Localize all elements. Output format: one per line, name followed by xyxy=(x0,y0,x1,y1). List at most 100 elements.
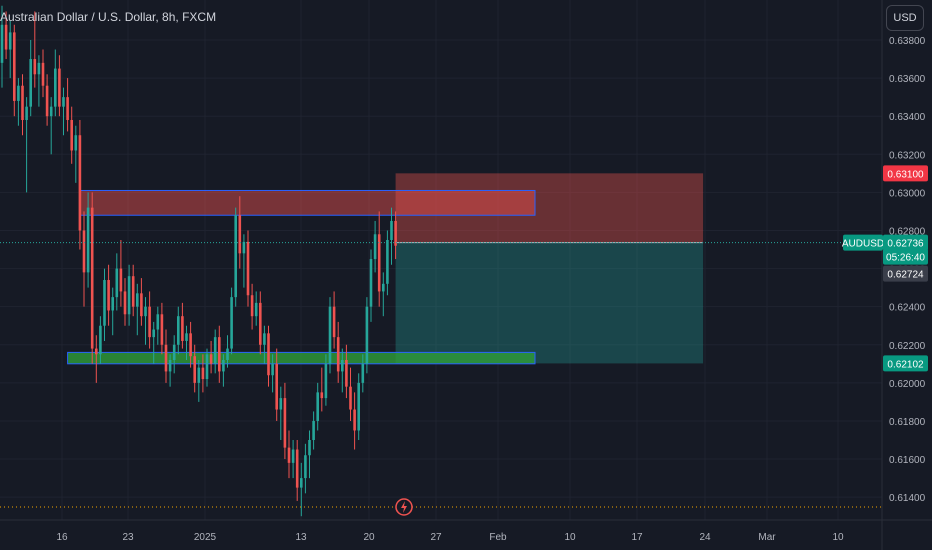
candle-body xyxy=(156,314,160,330)
candle-body xyxy=(201,367,205,380)
candle-body xyxy=(316,392,319,421)
y-tick-label: 0.63400 xyxy=(889,112,926,123)
stop-price-label-text: 0.63100 xyxy=(887,169,924,180)
y-tick-label: 0.61800 xyxy=(889,417,926,428)
candle-body xyxy=(74,135,78,151)
candle-body xyxy=(341,360,344,372)
candle-body xyxy=(349,386,352,410)
resistance-zone xyxy=(79,189,536,216)
candle-body xyxy=(332,306,336,338)
y-tick-label: 0.63200 xyxy=(889,150,926,161)
candle-body xyxy=(382,283,385,292)
candle-body xyxy=(164,344,168,372)
candle-body xyxy=(152,329,155,338)
candle-body xyxy=(82,230,86,273)
candle-body xyxy=(357,382,360,431)
x-tick-label: 23 xyxy=(122,532,134,543)
candle-body xyxy=(254,302,258,317)
chart-title: Australian Dollar / U.S. Dollar, 8h, FXC… xyxy=(0,10,217,24)
candle-body xyxy=(234,215,237,298)
candle-body xyxy=(66,97,69,120)
countdown-label-text: 05:26:40 xyxy=(886,253,925,264)
candle-body xyxy=(58,68,61,107)
symbol-label: AUDUSD xyxy=(842,234,884,251)
candle-body xyxy=(267,333,270,376)
stop-price-label: 0.63100 xyxy=(883,165,928,182)
candle-body xyxy=(304,455,307,479)
candle-body xyxy=(193,356,196,383)
candle-body xyxy=(324,363,328,399)
candle-body xyxy=(291,449,295,463)
x-tick-label: 2025 xyxy=(194,532,217,543)
candle-body xyxy=(320,392,324,399)
candle-body xyxy=(242,241,246,254)
candle-body xyxy=(295,449,299,488)
candle-body xyxy=(390,220,393,240)
current-price-label: 0.62736 xyxy=(883,234,928,251)
candle-body xyxy=(17,85,20,101)
candle-body xyxy=(246,241,250,296)
x-tick-label: 24 xyxy=(699,532,711,543)
candle-body xyxy=(4,24,8,50)
x-tick-label: 10 xyxy=(832,532,844,543)
candle-body xyxy=(271,363,274,376)
candle-body xyxy=(123,291,127,315)
target-price-label-text: 0.62102 xyxy=(887,359,924,370)
candle-body xyxy=(8,32,12,50)
y-tick-label: 0.61400 xyxy=(889,493,926,504)
candle-body xyxy=(107,280,110,311)
candle-body xyxy=(127,276,131,315)
target-price-label: 0.62102 xyxy=(883,355,928,372)
current-price-label-bg xyxy=(883,234,928,251)
y-tick-label: 0.62800 xyxy=(889,226,926,237)
x-tick-label: 10 xyxy=(564,532,576,543)
candle-body xyxy=(70,120,73,151)
candle-body xyxy=(140,293,143,317)
secondary-price-label-text: 0.62724 xyxy=(887,270,924,281)
y-tick-label: 0.61600 xyxy=(889,455,926,466)
y-tick-label: 0.62200 xyxy=(889,341,926,352)
y-tick-label: 0.63000 xyxy=(889,188,926,199)
support-zone xyxy=(67,351,536,365)
candle-body xyxy=(369,259,373,307)
x-tick-label: 13 xyxy=(295,532,307,543)
candle-body xyxy=(148,306,151,338)
currency-button[interactable]: USD xyxy=(886,5,924,31)
x-tick-label: 27 xyxy=(430,532,442,543)
candle-body xyxy=(353,409,356,431)
y-tick-label: 0.62400 xyxy=(889,303,926,314)
candle-body xyxy=(78,135,82,231)
lightning-icon xyxy=(395,498,413,516)
candle-body xyxy=(283,398,287,448)
candle-body xyxy=(160,314,164,345)
candle-body xyxy=(365,306,369,364)
candle-body xyxy=(177,316,180,345)
candle-body xyxy=(90,207,94,349)
candle-body xyxy=(263,333,266,345)
stop-price-label-bg xyxy=(883,165,928,182)
current-price-label-text: 0.62736 xyxy=(887,239,924,250)
candle-body xyxy=(37,62,41,75)
candle-body xyxy=(13,32,16,101)
target-price-label-bg xyxy=(883,355,928,372)
x-tick-label: 20 xyxy=(363,532,375,543)
candle-body xyxy=(62,97,65,107)
x-tick-label: Mar xyxy=(758,532,776,543)
y-tick-label: 0.63600 xyxy=(889,74,926,85)
candle-body xyxy=(238,215,242,254)
candle-body xyxy=(377,234,381,292)
candle-body xyxy=(218,337,221,372)
candle-body xyxy=(308,440,311,456)
candle-body xyxy=(45,85,49,117)
countdown-label: 05:26:40 xyxy=(883,248,928,265)
candle-body xyxy=(29,59,32,107)
candle-body xyxy=(144,306,147,317)
candle-body xyxy=(197,367,201,383)
candle-body xyxy=(99,325,102,355)
candle-body xyxy=(394,220,397,246)
candle-body xyxy=(172,344,176,360)
candle-body xyxy=(86,207,90,273)
candle-body xyxy=(287,447,291,463)
candle-body xyxy=(103,280,106,326)
